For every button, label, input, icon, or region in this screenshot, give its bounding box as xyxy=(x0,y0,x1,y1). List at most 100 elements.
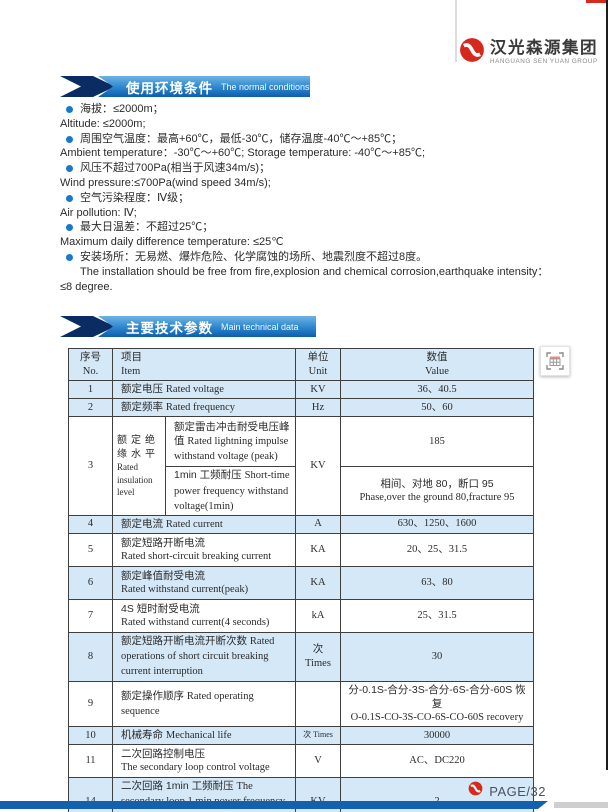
list-item-en: The installation should be free from fir… xyxy=(60,265,549,293)
cell-value: 25、31.5 xyxy=(340,599,534,634)
cell-unit: KV xyxy=(295,416,341,516)
table-row-insulation-b: 1min 工频耐压 Short-time power frequency wit… xyxy=(69,466,534,516)
cell-no: 10 xyxy=(68,726,113,746)
footer-bar-blue xyxy=(0,801,548,809)
cell-no: 3 xyxy=(68,416,113,516)
list-item-en: Air pollution: Ⅳ; xyxy=(60,206,137,219)
cell-value: AC、DC220 xyxy=(340,744,534,779)
bullet-icon xyxy=(66,165,73,173)
page-edge-line xyxy=(606,0,608,770)
cell-item-sub1: 额定雷击冲击耐受电压峰 值 Rated lightning impulse wi… xyxy=(165,416,296,468)
cell-value: 30 xyxy=(340,632,534,682)
cell-value: 30000 xyxy=(340,726,534,746)
table-row: 5 额定短路开断电流 Rated short-circuit breaking c… xyxy=(68,533,534,568)
cell-unit: V xyxy=(295,744,341,779)
cell-value: 分-0.1S-合分-3S-合分-6S-合分-60S 恢复 O-0.1S-CO-3S… xyxy=(340,680,534,728)
cell-item: 额定峰值耐受电流 Rated withstand current(peak) xyxy=(112,566,296,601)
section-banner-conditions: 使用环境条件 The normal conditions xyxy=(60,76,310,97)
table-row: 1 额定电压 Rated voltage KV 36、40.5 xyxy=(68,379,534,400)
technical-data-table: 序号 No. 项目 Item 单位 Unit 数值 Value 1 额定电压 Rated… xyxy=(68,348,534,812)
list-item: 海拔：≤2000m； xyxy=(60,102,552,117)
cell-no: 1 xyxy=(68,379,113,400)
cell-unit: kA xyxy=(295,599,341,634)
table-row: 7 4S 短时耐受电流 Rated withstand current(4 sec… xyxy=(68,599,534,634)
list-item-en: Ambient temperature：-30℃～+60℃; Storage t… xyxy=(60,147,426,160)
header-value: 数值 Value xyxy=(340,348,534,381)
section-title-cn: 主要技术参数 xyxy=(126,320,213,336)
bullet-icon xyxy=(66,253,73,261)
footer-page-label: PAGE/32 xyxy=(468,781,546,801)
cell-item: 额定电压 Rated voltage xyxy=(112,379,296,400)
cell-item: 额定频率 Rated frequency xyxy=(112,398,296,418)
company-name-en: HANGUANG SEN YUAN GROUP xyxy=(490,57,598,65)
cell-unit xyxy=(295,680,341,728)
cell-value: 36、40.5 xyxy=(340,379,534,400)
table-row: 11 二次回路控制电压 The secondary loop control vo… xyxy=(68,744,534,779)
cell-item: 机械寿命 Mechanical life xyxy=(112,726,296,746)
cell-value: 630、1250、1600 xyxy=(340,514,534,535)
list-item: 安装场所：无易燃、爆炸危险、化学腐蚀的场所、地震烈度不超过8度。 xyxy=(60,250,552,265)
list-item: 周围空气温度：最高+60℃，最低-30℃，储存温度-40℃～+85℃； xyxy=(60,132,552,147)
list-item: 最大日温差：不超过25℃； xyxy=(60,220,552,235)
cell-no: 8 xyxy=(68,632,113,682)
section-title-cn: 使用环境条件 xyxy=(126,80,213,96)
cell-item: 额定短路开断电流开断次数 Rated operations of short c… xyxy=(112,632,296,682)
table-row: 6 额定峰值耐受电流 Rated withstand current(peak) … xyxy=(68,566,534,601)
cell-item: 二次回路控制电压 The secondary loop control volta… xyxy=(112,744,296,779)
table-row-insulation-a: 3 额定绝缘水平 Rated insulation level 额定雷击冲击耐受… xyxy=(68,416,534,516)
cell-item-sub2: 1min 工频耐压 Short-time power frequency wit… xyxy=(165,466,296,516)
cell-value: 相间、对地 80，断口 95 Phase,over the ground 80,f… xyxy=(340,466,534,516)
cell-item: 4S 短时耐受电流 Rated withstand current(4 secon… xyxy=(112,599,296,634)
bullet-icon xyxy=(66,106,73,113)
cell-no: 6 xyxy=(68,566,113,601)
cell-unit: 次 Times xyxy=(295,632,341,682)
cell-item: 额定电流 Rated current xyxy=(112,514,296,535)
cell-no: 4 xyxy=(68,514,113,535)
header-divider-line xyxy=(455,0,457,62)
header-unit: 单位 Unit xyxy=(295,348,341,381)
cell-value: 50、60 xyxy=(340,398,534,418)
list-item: 风压不超过700Pa(相当于风速34m/s)； xyxy=(60,161,552,176)
section-title-en: Main technical data xyxy=(221,321,299,332)
cell-unit: KA xyxy=(295,566,341,601)
table-row: 9 额定操作顺序 Rated operating sequence 分-0.1S… xyxy=(68,680,534,728)
table-row: 8 额定短路开断电流开断次数 Rated operations of short… xyxy=(68,632,534,682)
bullet-icon xyxy=(66,224,73,232)
table-capture-icon[interactable] xyxy=(540,346,570,376)
company-logo: 汉光森源集团 HANGUANG SEN YUAN GROUP xyxy=(459,37,598,68)
cell-no: 2 xyxy=(68,398,113,418)
banner-arrow-shape xyxy=(60,76,115,97)
section-banner-params: 主要技术参数 Main technical data xyxy=(60,316,316,337)
cell-value: 63、80 xyxy=(340,566,534,601)
cell-no: 7 xyxy=(68,599,113,634)
company-name-cn: 汉光森源集团 xyxy=(490,38,598,57)
bullet-icon xyxy=(66,194,73,202)
cell-no: 9 xyxy=(68,680,113,728)
cell-unit: A xyxy=(295,514,341,535)
list-item: 空气污染程度：Ⅳ级； xyxy=(60,191,552,206)
red-swirl-logo-icon xyxy=(468,781,483,801)
section-title-en: The normal conditions xyxy=(221,81,310,92)
table-row: 2 额定频率 Rated frequency Hz 50、60 xyxy=(68,398,534,418)
top-red-accent xyxy=(586,0,608,3)
cell-value: 185 xyxy=(340,416,534,468)
header-no: 序号 No. xyxy=(68,348,113,381)
cell-value: 20、25、31.5 xyxy=(340,533,534,568)
page-number: PAGE/32 xyxy=(489,783,546,799)
cell-no: 11 xyxy=(68,744,113,779)
list-item-en: Altitude: ≤2000m; xyxy=(60,117,146,130)
table-header-row: 序号 No. 项目 Item 单位 Unit 数值 Value xyxy=(68,348,534,381)
banner-arrow-shape xyxy=(60,316,115,337)
list-item-en: Wind pressure:≤700Pa(wind speed 34m/s); xyxy=(60,176,271,189)
cell-unit: KA xyxy=(295,533,341,568)
footer-bar-gray xyxy=(554,802,608,808)
cell-unit: 次 Times xyxy=(295,726,341,746)
cell-item: 额定短路开断电流 Rated short-circuit breaking cur… xyxy=(112,533,296,568)
table-row: 4 额定电流 Rated current A 630、1250、1600 xyxy=(68,514,534,535)
header-item: 项目 Item xyxy=(112,348,296,381)
conditions-list: 海拔：≤2000m； Altitude: ≤2000m; 周围空气温度：最高+6… xyxy=(60,102,552,294)
table-row: 10 机械寿命 Mechanical life 次 Times 30000 xyxy=(68,726,534,746)
bullet-icon xyxy=(66,135,73,143)
cell-item-group: 额定绝缘水平 Rated insulation level xyxy=(112,416,166,516)
